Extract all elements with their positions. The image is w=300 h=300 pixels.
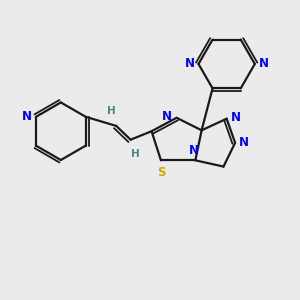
Text: N: N [185, 58, 195, 70]
Text: N: N [239, 136, 249, 149]
Text: H: H [107, 106, 116, 116]
Text: N: N [230, 111, 240, 124]
Text: S: S [157, 166, 165, 179]
Text: H: H [130, 149, 140, 159]
Text: N: N [189, 144, 199, 157]
Text: N: N [162, 110, 172, 123]
Text: N: N [22, 110, 32, 123]
Text: N: N [259, 58, 269, 70]
